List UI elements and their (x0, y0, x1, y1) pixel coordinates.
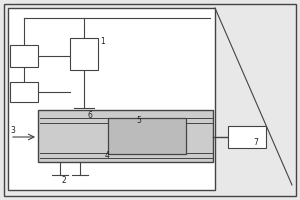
Text: 3: 3 (10, 126, 15, 135)
Text: 2: 2 (62, 176, 67, 185)
Text: 7: 7 (253, 138, 258, 147)
Bar (10, 82, 38, 102)
Text: 5: 5 (136, 116, 141, 125)
Text: 1: 1 (100, 37, 105, 46)
Bar (108, 118, 186, 154)
Bar (228, 126, 266, 148)
Text: 4: 4 (105, 151, 110, 160)
Bar (10, 45, 38, 67)
Text: 6: 6 (88, 111, 93, 120)
Bar (38, 110, 213, 162)
Bar (70, 38, 98, 70)
Bar (8, 8, 215, 190)
